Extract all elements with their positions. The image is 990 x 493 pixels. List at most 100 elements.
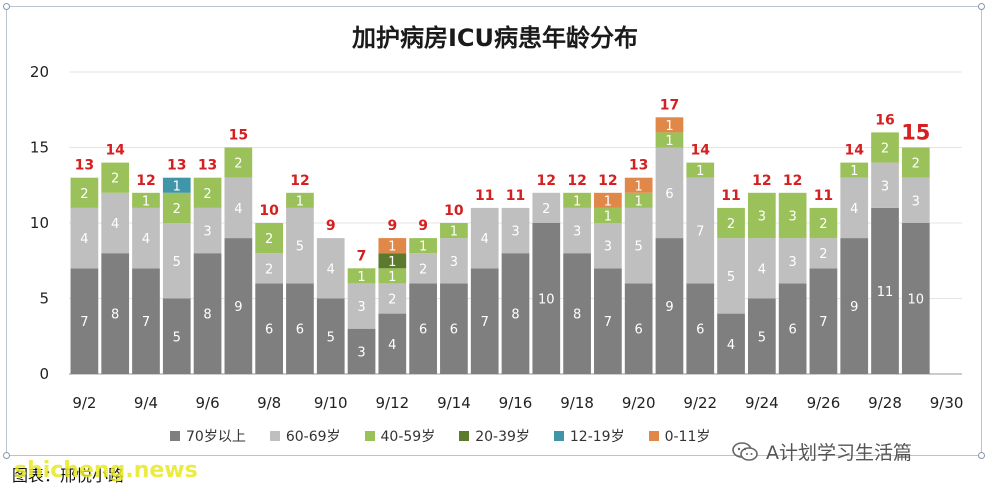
bar-segment [686,283,715,374]
data-label: 9 [850,300,858,315]
data-label: 5 [758,330,766,345]
bar-segment [409,253,437,284]
bar-segment [532,223,561,374]
data-label: 7 [142,315,150,330]
data-label: 2 [111,172,119,187]
chart-frame [6,6,982,456]
data-label: 4 [850,202,858,217]
bar-segment [747,238,776,299]
total-label: 12 [567,173,586,189]
bar-segment [286,283,314,374]
x-tick-label: 9/26 [807,394,841,412]
total-label: 12 [752,173,771,189]
bar-segment [594,223,622,269]
bar-segment [378,238,407,254]
data-label: 6 [265,323,273,338]
data-label: 2 [727,217,735,232]
data-label: 10 [538,293,555,308]
data-label: 7 [696,225,704,240]
bar-segment [347,283,376,329]
total-label: 12 [537,173,556,189]
y-tick-label: 10 [30,214,49,232]
legend-label: 0-11岁 [664,429,711,445]
bar-segment [193,253,222,374]
resize-handle-top-left[interactable] [3,3,10,10]
bar-segment [409,283,437,374]
resize-handle-bottom-right[interactable] [978,452,985,459]
total-label: 11 [721,188,740,204]
total-label: 13 [75,158,94,174]
bar-segment [717,207,745,239]
bar-segment [470,268,499,374]
x-tick-label: 9/30 [930,394,964,412]
data-label: 2 [234,157,242,172]
bar-segment [224,177,253,239]
total-label: 12 [783,173,802,189]
resize-handle-bottom-left[interactable] [3,452,10,459]
resize-handle-top-right[interactable] [978,3,985,10]
bar-segment [224,238,253,374]
bar-segment [132,207,160,269]
data-label: 1 [388,240,396,255]
data-label: 2 [881,142,889,157]
bar-segment [440,223,468,239]
bar-segment [162,192,191,223]
data-label: 1 [142,194,150,209]
data-label: 4 [234,202,242,217]
data-label: 5 [173,255,181,270]
bar-segment [840,177,869,239]
bar-segment [840,162,869,178]
data-label: 6 [296,323,304,338]
x-tick-label: 9/18 [560,394,594,412]
bar-segment [655,238,684,374]
bar-segment [624,192,653,208]
total-label: 11 [814,188,833,204]
bar-segment [686,162,715,178]
x-tick-label: 9/28 [868,394,902,412]
bar-segment [440,238,468,284]
bar-segment [778,192,807,239]
total-label: 9 [387,218,397,234]
source-label: 图表：邢悦小路 [12,466,125,485]
data-label: 5 [635,240,643,255]
total-label: 11 [475,188,494,204]
data-label: 1 [296,194,304,209]
data-label: 5 [173,330,181,345]
bar-segment [901,223,930,374]
x-tick-label: 9/22 [683,394,717,412]
x-tick-label: 9/2 [72,394,96,412]
data-label: 3 [203,225,211,240]
bar-segment [594,268,622,374]
data-label: 1 [357,270,365,285]
stacked-bar-chart: 05101520742139/284214741129/455211383213… [30,63,964,412]
data-label: 5 [327,330,335,345]
legend-swatch [170,431,180,441]
bar-segment [871,162,899,208]
bar-segment [747,192,776,239]
total-label: 9 [418,218,428,234]
data-label: 6 [419,323,427,338]
total-label: 13 [198,158,217,174]
data-label: 7 [604,315,612,330]
legend-label: 20-39岁 [475,429,530,445]
x-tick-label: 9/20 [622,394,656,412]
legend-swatch [459,431,470,441]
x-tick-label: 9/4 [134,394,158,412]
data-label: 1 [604,194,612,209]
bar-segment [778,283,807,374]
x-tick-label: 9/14 [437,394,471,412]
wechat-icon [732,441,758,461]
data-label: 4 [727,338,735,353]
data-label: 4 [327,262,335,277]
watermark-shicheng: shicheng.news [14,458,198,483]
bar-segment [594,192,622,208]
data-label: 3 [511,225,519,240]
data-label: 1 [665,119,673,134]
data-label: 9 [234,300,242,315]
bar-segment [378,268,407,284]
bar-segment [871,132,899,163]
x-tick-label: 9/24 [745,394,779,412]
legend-item: 20-39岁 [459,426,530,446]
bar-segment [840,238,869,374]
watermark-wechat: A计划学习生活篇 [732,438,912,465]
